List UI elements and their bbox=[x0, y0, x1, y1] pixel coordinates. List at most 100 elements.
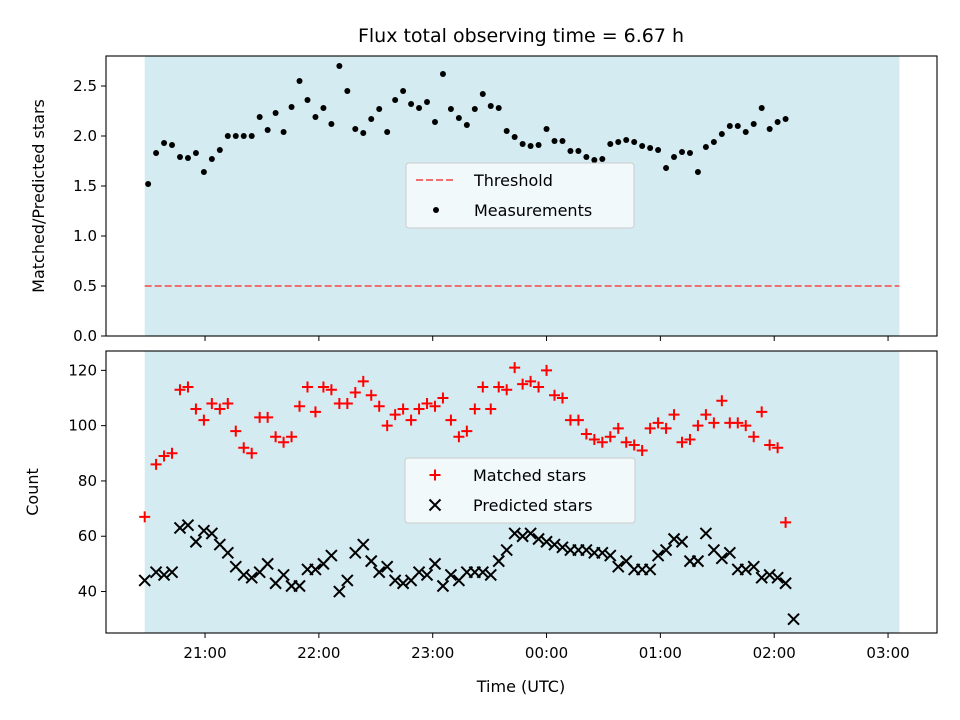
data-point bbox=[463, 122, 470, 128]
data-point bbox=[431, 119, 438, 125]
y-tick-label: 120 bbox=[68, 361, 97, 379]
data-point bbox=[675, 535, 689, 548]
data-point bbox=[716, 395, 728, 407]
data-point bbox=[444, 568, 458, 582]
data-point bbox=[405, 414, 417, 426]
data-point bbox=[501, 384, 513, 396]
data-point bbox=[447, 106, 454, 112]
data-point bbox=[388, 574, 402, 587]
data-point bbox=[424, 99, 431, 105]
data-point bbox=[686, 150, 693, 156]
data-point bbox=[503, 128, 510, 134]
data-point bbox=[200, 169, 207, 175]
data-point bbox=[237, 568, 250, 582]
axes-frame bbox=[105, 350, 938, 634]
data-point bbox=[479, 91, 486, 97]
y-tick-label: 0.5 bbox=[73, 277, 97, 295]
data-point bbox=[583, 154, 590, 160]
data-point bbox=[493, 381, 505, 393]
data-point bbox=[500, 543, 513, 557]
legend: Threshold Measurements bbox=[405, 162, 635, 229]
data-point bbox=[174, 384, 186, 396]
data-point bbox=[181, 518, 195, 532]
data-point bbox=[157, 568, 171, 582]
data-point bbox=[596, 436, 608, 448]
legend-box bbox=[405, 162, 635, 229]
axes-frame bbox=[105, 55, 938, 337]
data-point bbox=[668, 409, 680, 421]
data-point bbox=[197, 524, 211, 537]
data-point bbox=[679, 149, 686, 155]
data-point bbox=[341, 398, 353, 410]
data-point bbox=[428, 557, 442, 571]
data-point bbox=[652, 417, 664, 429]
data-point bbox=[511, 134, 518, 140]
data-point bbox=[344, 88, 351, 94]
data-point bbox=[190, 403, 202, 415]
data-point bbox=[487, 103, 494, 109]
data-point bbox=[734, 123, 741, 129]
data-point bbox=[779, 577, 792, 590]
data-point bbox=[492, 554, 505, 568]
data-point bbox=[153, 150, 160, 156]
data-point bbox=[420, 568, 434, 582]
data-point bbox=[667, 532, 681, 546]
data-point bbox=[575, 148, 582, 154]
data-point bbox=[782, 116, 789, 122]
data-point bbox=[700, 409, 712, 421]
data-point bbox=[659, 543, 673, 557]
data-point bbox=[620, 436, 632, 448]
data-point bbox=[691, 554, 705, 568]
data-point bbox=[639, 143, 646, 149]
data-point bbox=[145, 181, 152, 187]
x-tick-label: 23:00 bbox=[411, 644, 454, 662]
y-tick-label: 60 bbox=[78, 527, 97, 545]
data-point bbox=[742, 129, 749, 135]
data-point bbox=[293, 579, 306, 593]
data-point bbox=[580, 543, 593, 557]
x-tick-label: 00:00 bbox=[525, 644, 568, 662]
data-point bbox=[400, 88, 407, 94]
data-point bbox=[732, 417, 744, 429]
legend-label: Predicted stars bbox=[473, 496, 593, 515]
data-point bbox=[484, 568, 497, 582]
data-point bbox=[365, 389, 377, 401]
y-tick-label: 100 bbox=[68, 417, 97, 435]
data-point bbox=[551, 138, 558, 144]
data-point bbox=[477, 381, 489, 393]
data-point bbox=[663, 165, 670, 171]
data-point bbox=[469, 403, 481, 415]
data-point bbox=[336, 63, 343, 69]
legend-label: Measurements bbox=[474, 201, 592, 220]
data-point bbox=[165, 565, 179, 579]
data-point bbox=[772, 442, 784, 454]
data-point bbox=[671, 154, 678, 160]
data-point bbox=[651, 549, 665, 562]
data-point bbox=[676, 436, 688, 448]
x-tick-label: 02:00 bbox=[753, 644, 796, 662]
data-point bbox=[230, 425, 242, 437]
data-point bbox=[453, 431, 465, 443]
data-point bbox=[517, 378, 529, 390]
data-point bbox=[715, 552, 729, 565]
data-point bbox=[519, 141, 526, 147]
y-tick-label: 2.5 bbox=[73, 77, 97, 95]
data-point bbox=[739, 563, 752, 576]
data-point bbox=[780, 516, 792, 528]
panel-top: 0.0 0.5 1.0 1.5 2.0 2.5 Matched/Predicted star… bbox=[29, 55, 938, 345]
data-point bbox=[396, 577, 410, 590]
data-point bbox=[461, 425, 473, 437]
data-point bbox=[708, 417, 720, 429]
data-point bbox=[413, 403, 425, 415]
data-point bbox=[296, 78, 303, 84]
data-point bbox=[224, 133, 231, 139]
data-point bbox=[357, 538, 370, 551]
data-point bbox=[485, 403, 497, 415]
chart-title: Flux total observing time = 6.67 h bbox=[358, 25, 684, 47]
data-point bbox=[352, 126, 359, 132]
data-point bbox=[766, 126, 773, 132]
data-point bbox=[710, 139, 717, 145]
data-point bbox=[631, 139, 638, 145]
data-point bbox=[270, 431, 282, 443]
data-point bbox=[644, 422, 656, 434]
